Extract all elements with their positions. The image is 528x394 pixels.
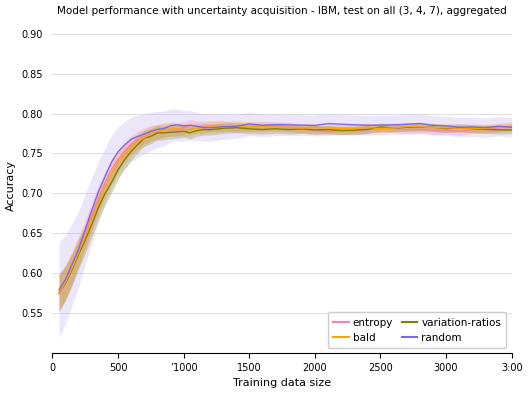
- Legend: entropy, bald, variation-ratios, random: entropy, bald, variation-ratios, random: [328, 312, 506, 348]
- Title: Model performance with uncertainty acquisition - IBM, test on all (3, 4, 7), agg: Model performance with uncertainty acqui…: [57, 6, 507, 15]
- Y-axis label: Accuracy: Accuracy: [6, 160, 15, 211]
- X-axis label: Training data size: Training data size: [233, 379, 331, 388]
